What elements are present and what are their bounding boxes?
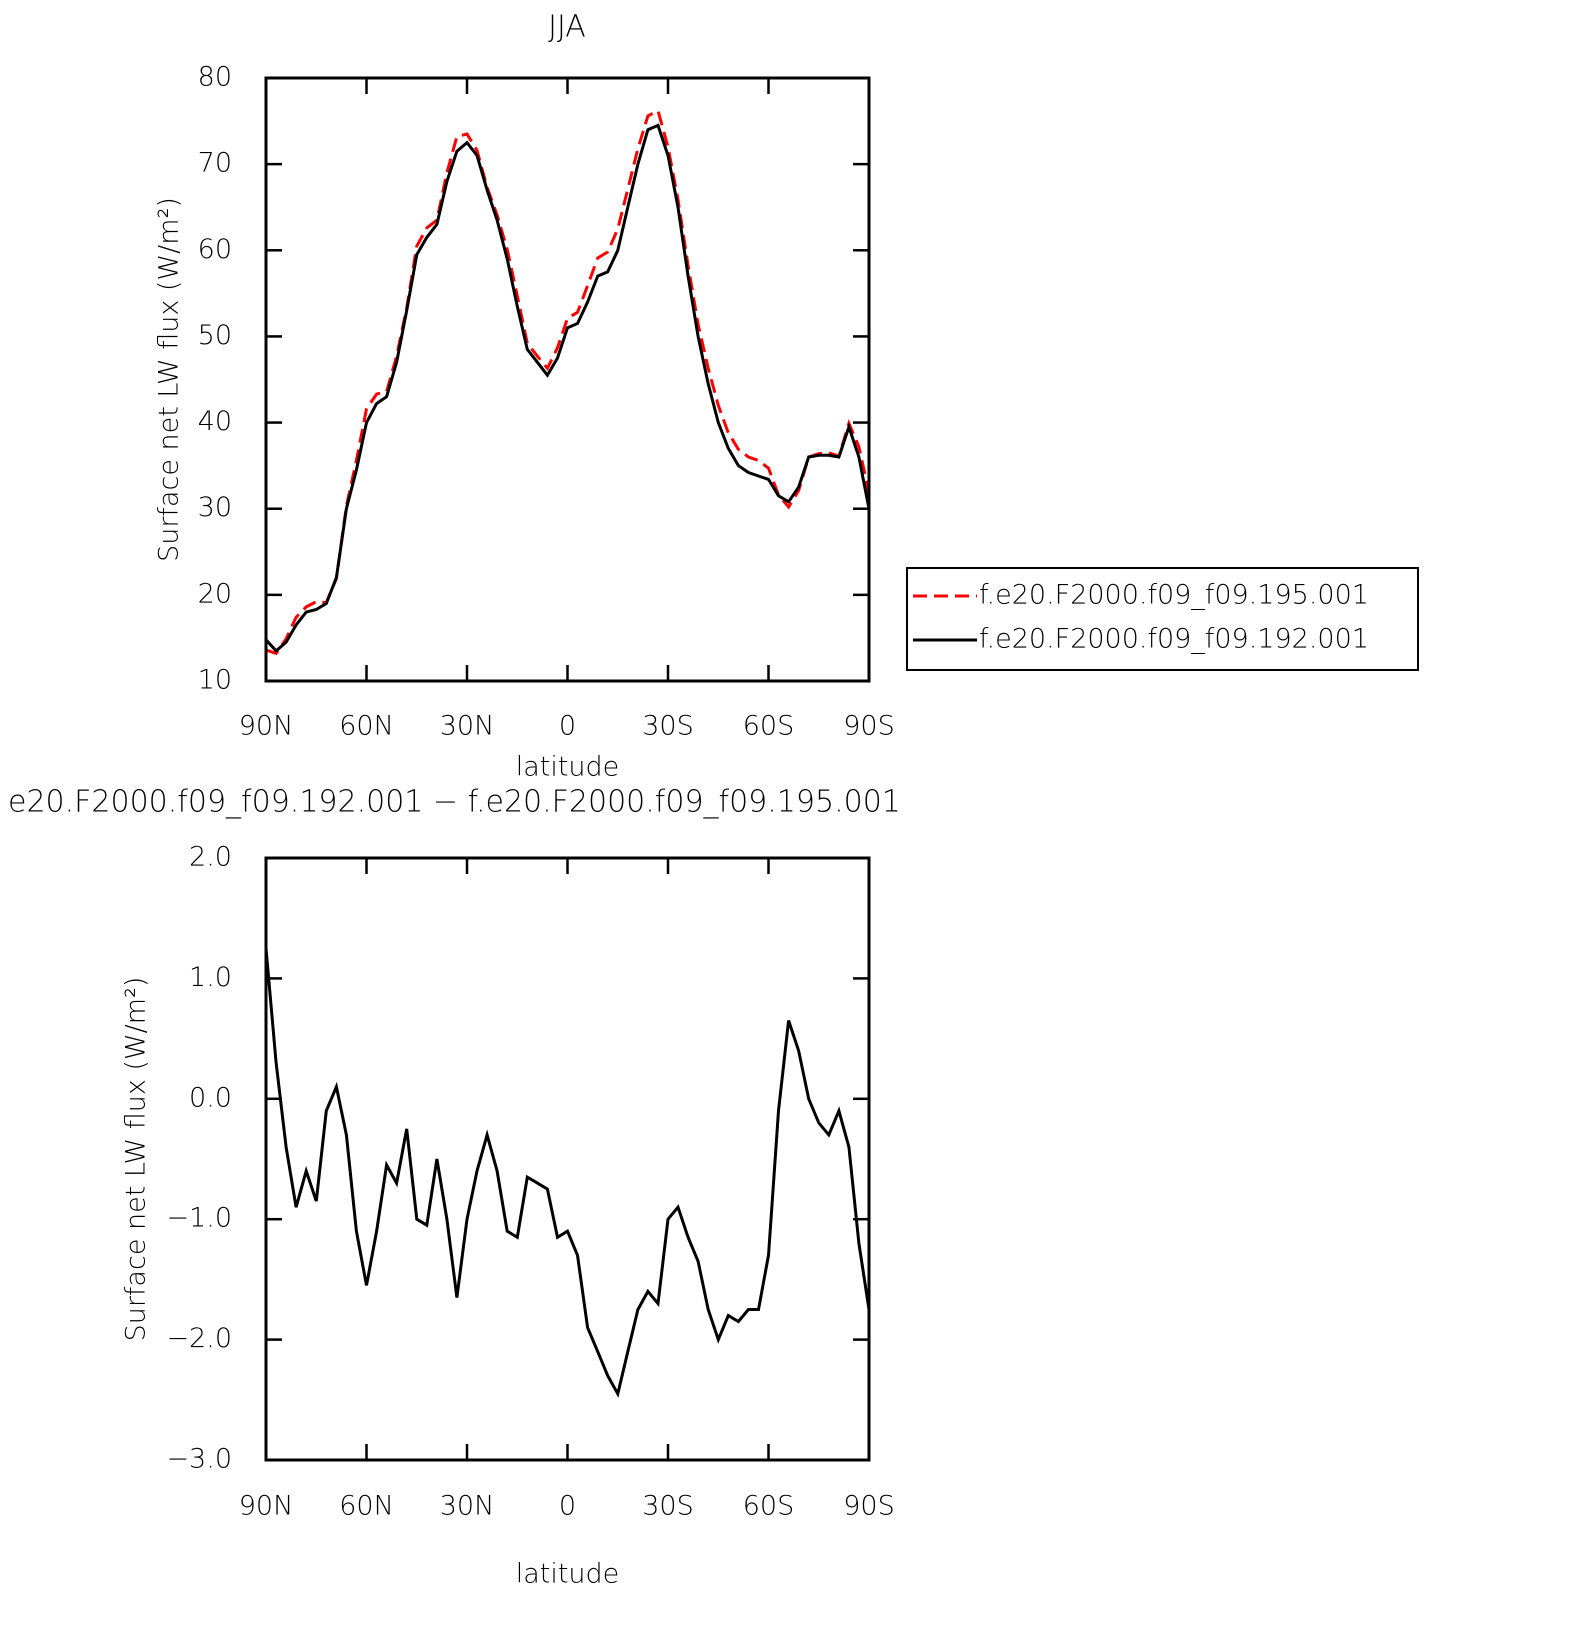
chart-title: e20.F2000.f09_f09.192.001 − f.e20.F2000.… bbox=[8, 785, 901, 820]
y-tick-label: 2.0 bbox=[189, 842, 232, 873]
x-tick-label: 60N bbox=[339, 711, 394, 742]
x-tick-label: 30N bbox=[440, 1491, 495, 1522]
x-tick-label: 90S bbox=[843, 711, 895, 742]
x-axis-label: latitude bbox=[516, 752, 620, 783]
y-tick-label: 60 bbox=[198, 234, 232, 265]
y-axis-label: Surface net LW flux (W/m²) bbox=[121, 977, 152, 1342]
chart-title: JJA bbox=[548, 10, 586, 45]
data-line bbox=[266, 123, 869, 653]
x-tick-label: 0 bbox=[559, 1491, 576, 1522]
x-tick-label: 90N bbox=[239, 711, 294, 742]
data-line bbox=[266, 108, 869, 656]
y-tick-label: 20 bbox=[198, 578, 232, 609]
x-axis-label: latitude bbox=[516, 1559, 620, 1590]
legend-label: f.e20.F2000.f09_f09.195.001 bbox=[979, 580, 1369, 611]
y-tick-label: 10 bbox=[198, 665, 232, 696]
y-tick-label: 50 bbox=[198, 320, 232, 351]
y-tick-label: 70 bbox=[198, 148, 232, 179]
data-line bbox=[266, 948, 869, 1398]
y-tick-label: 0.0 bbox=[189, 1082, 232, 1113]
x-tick-label: 90S bbox=[843, 1491, 895, 1522]
x-tick-label: 30N bbox=[440, 711, 495, 742]
x-tick-label: 30S bbox=[642, 1491, 694, 1522]
plot-frame bbox=[264, 76, 871, 683]
y-tick-label: 40 bbox=[198, 406, 232, 437]
y-tick-label: −2.0 bbox=[166, 1323, 232, 1354]
plot-frame bbox=[264, 856, 871, 1462]
y-tick-label: −1.0 bbox=[166, 1203, 232, 1234]
y-tick-label: −3.0 bbox=[166, 1444, 232, 1475]
legend-label: f.e20.F2000.f09_f09.192.001 bbox=[979, 624, 1369, 655]
x-tick-label: 60N bbox=[339, 1491, 394, 1522]
x-tick-label: 60S bbox=[743, 711, 795, 742]
x-tick-label: 90N bbox=[239, 1491, 294, 1522]
x-tick-label: 0 bbox=[559, 711, 576, 742]
x-tick-label: 30S bbox=[642, 711, 694, 742]
y-tick-label: 1.0 bbox=[189, 962, 232, 993]
legend-box bbox=[906, 567, 1419, 671]
x-tick-label: 60S bbox=[743, 1491, 795, 1522]
y-axis-label: Surface net LW flux (W/m²) bbox=[154, 197, 185, 562]
y-tick-label: 30 bbox=[198, 492, 232, 523]
y-tick-label: 80 bbox=[198, 62, 232, 93]
